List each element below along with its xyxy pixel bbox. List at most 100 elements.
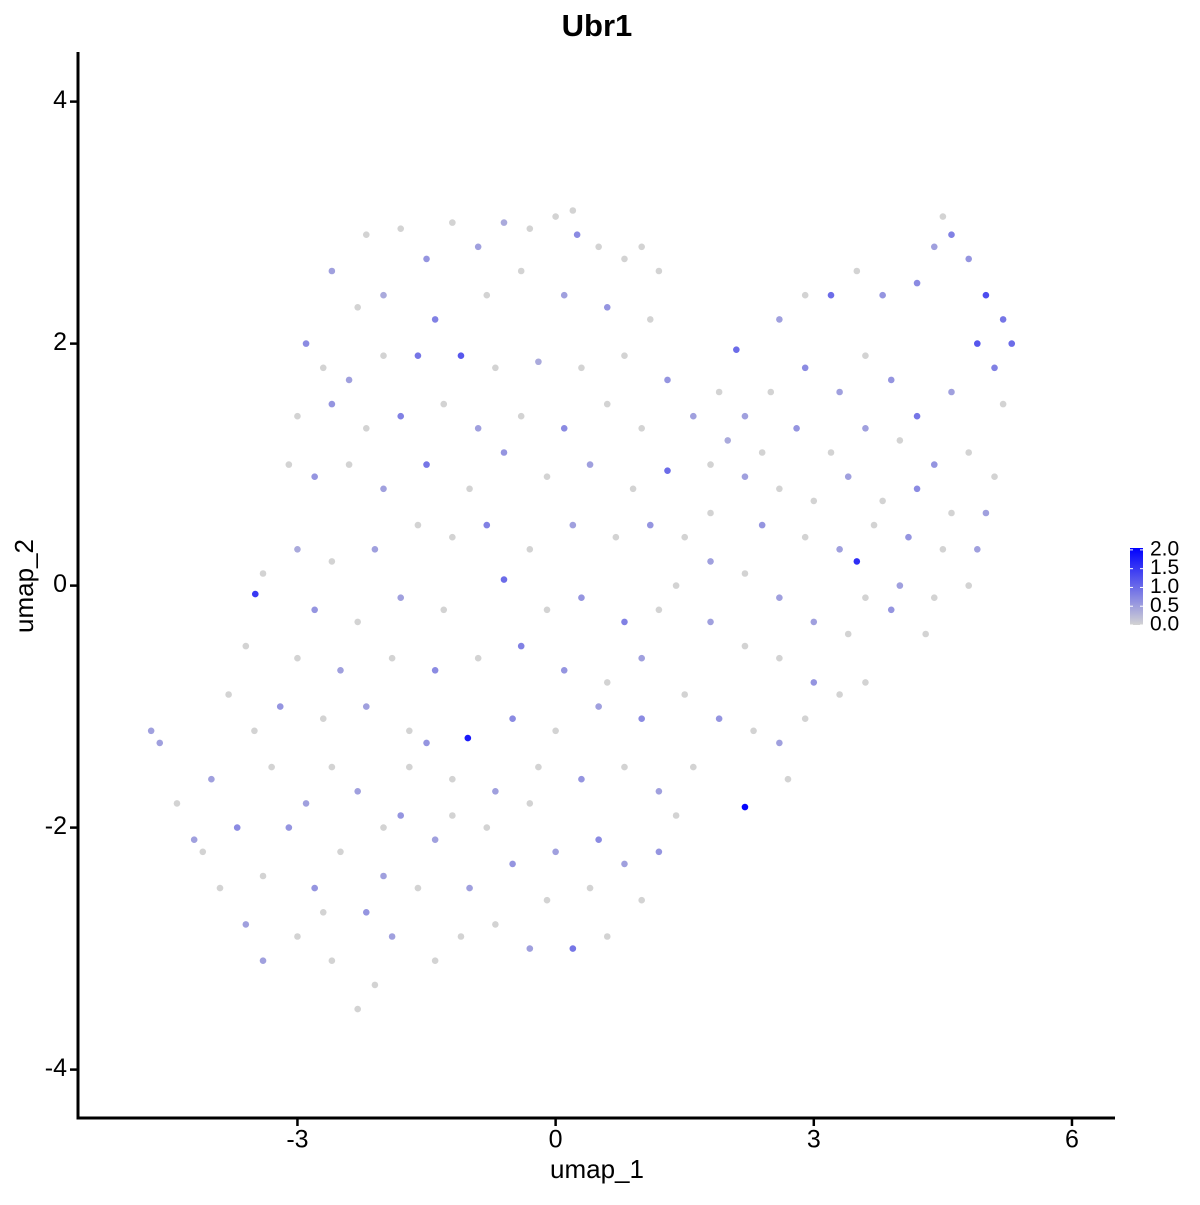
point [431,667,439,674]
point [388,654,396,662]
y-tick-label: -4 [45,1054,67,1082]
point [380,291,387,299]
point [741,570,749,577]
point [638,654,645,662]
points [147,207,1016,1013]
point [345,461,353,468]
point [715,388,723,396]
point [414,521,422,529]
legend-label: 1.5 [1150,556,1179,579]
point [328,763,336,771]
point [621,763,628,771]
point [999,400,1007,408]
point [672,812,680,819]
point [801,715,809,723]
point [948,509,955,517]
point [638,715,645,723]
point [836,546,843,553]
point [922,630,929,638]
point [259,957,267,965]
point [784,775,792,783]
point [638,896,645,904]
point [578,594,585,602]
x-axis-label: umap_1 [550,1154,644,1184]
point [328,267,336,275]
point [707,509,714,517]
point [251,727,258,735]
point [801,364,809,372]
point [939,213,947,220]
point [474,425,482,432]
point [948,388,955,396]
point [500,219,508,226]
point [758,521,766,529]
point [543,896,551,904]
point [268,763,275,771]
point [801,533,809,541]
point [586,884,594,892]
point [603,304,611,311]
point [870,521,878,529]
point [776,594,783,602]
point [492,788,499,795]
point [319,909,327,916]
point [423,255,430,263]
point [319,715,327,723]
point [173,800,181,807]
point [887,376,895,384]
point [517,642,525,650]
point [354,618,361,626]
point [836,691,843,698]
point [345,376,353,384]
point [939,546,947,553]
point [397,812,405,819]
point [758,449,766,456]
point [294,654,301,662]
point [569,521,577,529]
point [810,497,818,505]
point [397,225,405,232]
point [621,352,628,360]
point [707,558,714,565]
point [466,485,473,493]
point [741,412,749,420]
point [629,485,637,493]
point [733,346,740,353]
point [999,316,1007,323]
point [991,364,998,372]
point [715,715,723,723]
point [483,824,491,831]
point [423,461,430,468]
y-tick-label: 4 [53,86,67,114]
y-tick-label: -2 [45,812,67,840]
point [492,364,499,372]
point [930,461,938,468]
point [965,255,973,263]
point [862,594,869,602]
point [294,412,301,420]
point [672,582,680,589]
point [690,763,697,771]
point [535,763,542,771]
point [586,461,594,468]
point [948,231,955,239]
point [560,291,568,299]
point [517,412,525,420]
point [311,884,318,892]
point [449,219,456,226]
point [543,606,551,614]
legend-label: 2.0 [1150,537,1179,560]
point [569,207,577,214]
point [655,788,663,795]
point [156,739,164,747]
point [603,400,611,408]
x-tick-label: -3 [286,1126,308,1154]
point [371,981,379,989]
point [664,376,671,384]
point [199,848,207,856]
point [862,425,869,432]
legend-label: 0.5 [1150,594,1179,617]
point [595,243,602,251]
